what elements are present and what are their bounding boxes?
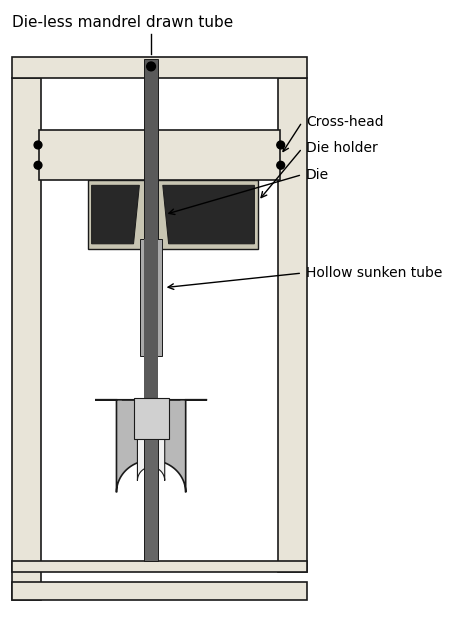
Bar <box>88 181 258 249</box>
Bar <box>140 239 162 356</box>
Circle shape <box>277 141 284 149</box>
Bar <box>144 58 158 239</box>
Circle shape <box>146 62 155 71</box>
Bar <box>278 78 307 572</box>
Text: Die-less mandrel drawn tube: Die-less mandrel drawn tube <box>12 15 233 29</box>
Circle shape <box>277 161 284 169</box>
Text: Cross-head: Cross-head <box>306 115 383 129</box>
Bar <box>12 561 307 572</box>
Polygon shape <box>163 186 255 244</box>
Bar <box>12 582 307 599</box>
Text: Die: Die <box>306 167 329 182</box>
Bar <box>134 398 169 439</box>
Text: Die holder: Die holder <box>306 141 378 155</box>
Text: Hollow sunken tube: Hollow sunken tube <box>306 266 442 280</box>
Circle shape <box>34 161 42 169</box>
Bar <box>144 239 158 414</box>
Bar <box>12 78 41 599</box>
Bar <box>144 439 158 561</box>
Polygon shape <box>91 186 139 244</box>
Bar <box>39 130 280 181</box>
Polygon shape <box>95 400 207 492</box>
Polygon shape <box>122 400 180 481</box>
Bar <box>12 56 307 78</box>
Circle shape <box>34 141 42 149</box>
